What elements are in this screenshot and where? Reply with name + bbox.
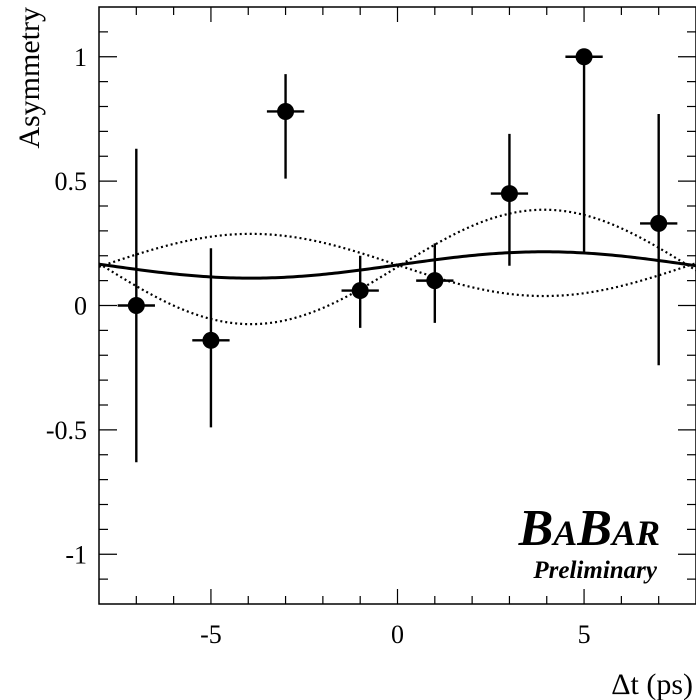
- fit-curve-dotted-2: [98, 232, 696, 298]
- data-points: [117, 48, 678, 463]
- marker: [277, 102, 295, 120]
- data-point-4: [341, 255, 379, 328]
- logo-letter-4: AR: [610, 513, 660, 553]
- y-tick-label: 1: [74, 43, 87, 72]
- tick-labels: -5 0 5 -1 -0.5 0 0.5 1: [46, 43, 591, 649]
- logo-subtitle: Preliminary: [532, 557, 658, 584]
- y-tick-label: 0: [74, 292, 87, 321]
- fit-curves: [98, 208, 696, 326]
- x-axis-title: Δt (ps): [611, 668, 693, 700]
- marker: [500, 185, 518, 203]
- data-point-5: [416, 243, 454, 323]
- fit-curve-dotted-1: [98, 208, 696, 326]
- marker: [575, 48, 593, 66]
- x-tick-label: 5: [578, 620, 591, 649]
- y-tick-label: -1: [65, 540, 87, 569]
- babar-logo: BABAR Preliminary: [518, 500, 660, 584]
- logo-letter-3: B: [576, 500, 612, 557]
- y-tick-label: 0.5: [55, 167, 88, 196]
- data-point-3: [266, 74, 305, 179]
- marker: [351, 282, 369, 300]
- marker: [650, 214, 668, 232]
- data-point-8: [640, 113, 678, 366]
- marker: [127, 297, 145, 314]
- x-tick-label: 0: [391, 620, 404, 649]
- y-axis-title: Asymmetry: [13, 7, 46, 149]
- data-point-2: [192, 248, 230, 428]
- x-tick-label: -5: [200, 620, 222, 649]
- marker: [202, 331, 220, 349]
- svg-text:BABAR: BABAR: [518, 500, 660, 557]
- logo-letter-2: A: [551, 513, 577, 553]
- marker: [426, 272, 444, 290]
- y-tick-label: -0.5: [46, 416, 87, 445]
- data-point-6: [490, 133, 529, 266]
- axis-ticks: [99, 7, 696, 604]
- data-point-7: [565, 48, 603, 254]
- data-point-1: [117, 148, 155, 463]
- logo-letter-1: B: [518, 500, 554, 557]
